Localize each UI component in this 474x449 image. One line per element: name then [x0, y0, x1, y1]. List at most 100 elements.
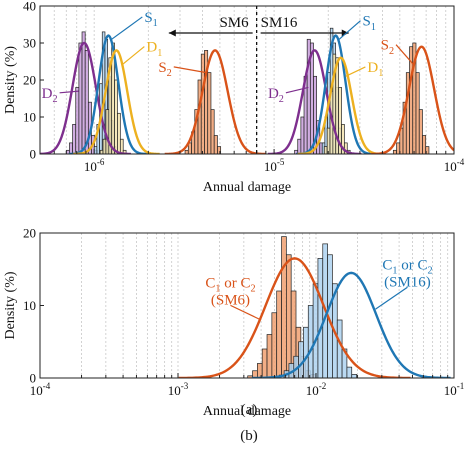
panel-b-series-label: C1 or C2	[205, 275, 255, 294]
panel-a-ytick-label: 30	[23, 36, 36, 51]
label-part: S	[144, 10, 152, 26]
label-part: C	[382, 257, 392, 273]
panel-a-bar	[119, 138, 124, 154]
panel-a-curve-2	[73, 49, 160, 154]
panel-b-bar	[281, 236, 287, 378]
panel-a-bar	[207, 72, 212, 154]
panel-b-bar	[307, 305, 314, 378]
panel-a-curve-7	[371, 45, 454, 154]
panel-a-series-7-bars	[392, 42, 430, 154]
panel-b-bar	[276, 290, 282, 378]
panel-b-series-label-line2: (SM6)	[211, 292, 250, 308]
panel-a-curve-4	[267, 49, 362, 154]
label-part: 2	[250, 284, 255, 295]
panel-a-bar	[78, 42, 83, 154]
panel-a-bar	[217, 146, 222, 154]
xtick-base: 10	[30, 383, 43, 398]
panel-a-bar	[213, 135, 218, 154]
panel-a-bar	[69, 142, 73, 154]
panel-b-ylabel: Density (%)	[3, 271, 18, 339]
panel-a-label-leader	[395, 44, 415, 66]
xtick-base: 10	[444, 159, 457, 174]
panel-a-bars	[65, 27, 430, 154]
label-part: or C	[397, 257, 427, 273]
panel-a-series-label: D2	[42, 86, 58, 105]
label-part: D	[42, 86, 53, 102]
panel-a-bar	[297, 138, 302, 154]
xtick-base: 10	[84, 159, 97, 174]
panel-a-curve-6	[297, 56, 385, 154]
panel-b-bar	[286, 254, 292, 378]
panel-a-bar	[392, 149, 397, 154]
panel-a-series-label: D1	[146, 40, 162, 59]
panel-a-bar	[210, 109, 215, 154]
panel-b-bar	[336, 319, 343, 378]
panel-a-label-leader	[338, 20, 361, 40]
panel-b-ytick-label: 0	[30, 371, 37, 386]
xtick-exponent: -6	[97, 157, 105, 167]
panel-a-bar	[81, 31, 86, 154]
panel-b-ytick-label: 10	[23, 298, 36, 313]
panel-b-bar	[266, 334, 273, 378]
panel-a-curve-1	[68, 34, 149, 154]
panel-b-bar	[303, 326, 309, 378]
panel-a-label-leader	[285, 86, 309, 94]
panel-a-series-4-bars	[294, 38, 324, 154]
panel-b-bar	[312, 283, 319, 378]
panel-a-label-leader	[345, 66, 366, 77]
label-part: 1	[153, 18, 158, 29]
panel-a-ytick-label: 0	[30, 147, 37, 162]
label-part: S	[158, 60, 166, 76]
panel-a-series-2-bars	[99, 42, 127, 154]
panel-a-curve-0	[40, 41, 131, 154]
label-part: 2	[167, 68, 172, 79]
panel-a-sm16-label: SM16	[261, 15, 298, 31]
panel-a-bar	[341, 124, 345, 154]
panel-b-series-label: C1 or C2	[382, 257, 432, 276]
panel-a-bar	[313, 75, 317, 154]
panel-a-series-label: S2	[381, 38, 394, 57]
panel-a-label-leader	[121, 46, 145, 66]
label-part: S	[362, 14, 370, 30]
xtick-base: 10	[306, 383, 319, 398]
panel-a-bar	[396, 142, 401, 154]
xtick-base: 10	[168, 383, 181, 398]
label-part: D	[146, 40, 157, 56]
panel-a-bar	[117, 112, 121, 154]
panel-a-xtick-label: 10-6	[84, 157, 105, 174]
panel-a-caption: (a)	[241, 402, 258, 418]
panel-b-bar	[317, 258, 324, 378]
panel-a-bar	[184, 149, 189, 154]
label-part: 1	[157, 48, 162, 59]
panel-b-ytick-label: 20	[23, 226, 36, 241]
panel-b-bar	[351, 374, 357, 378]
panel-a-sm6-arrowhead	[168, 29, 176, 37]
label-part: 1	[378, 68, 383, 79]
panel-b-bar	[298, 341, 304, 378]
xtick-base: 10	[264, 159, 277, 174]
panel-b-xlabel: Annual damage	[203, 404, 291, 419]
panel-b-label-leader	[230, 304, 262, 321]
panel-b-xtick-label: 10-4	[30, 381, 51, 398]
panel-b-curve-0	[178, 257, 411, 378]
label-part: C	[205, 275, 215, 291]
label-part: 2	[279, 94, 284, 105]
panel-b-xtick-label: 10-1	[444, 381, 465, 398]
panel-a-bar	[418, 109, 423, 154]
panel-a-xtick-label: 10-4	[444, 157, 465, 174]
panel-a-curve-5	[296, 34, 376, 154]
panel-a-ytick-label: 40	[23, 0, 36, 14]
label-part: S	[381, 38, 389, 54]
panel-a-series-label: D1	[367, 60, 383, 79]
panel-a-curve-3	[164, 49, 266, 154]
panel-b-xtick-label: 10-3	[168, 381, 189, 398]
panel-a-bar	[338, 87, 342, 154]
panel-a-xlabel: Annual damage	[203, 180, 291, 195]
panel-a-label-leader	[173, 66, 207, 74]
panel-b-series-label-line2: (SM16)	[384, 274, 431, 290]
xtick-exponent: -1	[457, 381, 465, 391]
